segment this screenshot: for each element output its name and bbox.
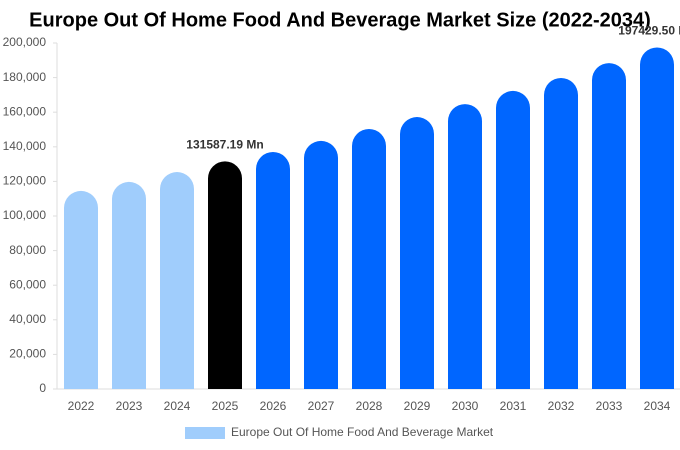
bar <box>352 128 386 389</box>
x-tick-label: 2022 <box>68 399 95 413</box>
value-label: 197429.50 Mn <box>618 24 680 38</box>
y-tick-label: 40,000 <box>9 312 46 326</box>
bar <box>112 181 146 389</box>
y-tick-label: 60,000 <box>9 277 46 291</box>
y-tick-label: 80,000 <box>9 243 46 257</box>
y-tick-label: 140,000 <box>3 139 47 153</box>
x-tick-label: 2026 <box>260 399 287 413</box>
y-tick-label: 160,000 <box>3 104 47 118</box>
x-tick-label: 2034 <box>644 399 671 413</box>
y-tick-label: 120,000 <box>3 174 47 188</box>
x-tick-label: 2024 <box>164 399 191 413</box>
y-tick-label: 100,000 <box>3 208 47 222</box>
bar <box>256 151 290 389</box>
y-tick-label: 180,000 <box>3 70 47 84</box>
bar <box>592 63 626 390</box>
bar <box>496 90 530 390</box>
bar <box>544 77 578 390</box>
bar <box>304 140 338 389</box>
bar <box>64 190 98 389</box>
bar <box>208 161 242 389</box>
y-tick-label: 20,000 <box>9 347 46 361</box>
x-tick-label: 2030 <box>452 399 479 413</box>
value-label: 131587.19 Mn <box>186 138 263 152</box>
y-tick-label: 200,000 <box>3 35 47 49</box>
x-tick-label: 2032 <box>548 399 575 413</box>
x-tick-label: 2027 <box>308 399 335 413</box>
x-tick-label: 2023 <box>116 399 143 413</box>
bar <box>400 117 434 389</box>
bar <box>448 104 482 389</box>
x-tick-label: 2029 <box>404 399 431 413</box>
bar <box>640 47 674 390</box>
x-tick-label: 2028 <box>356 399 383 413</box>
legend-label: Europe Out Of Home Food And Beverage Mar… <box>231 425 494 439</box>
bar <box>160 172 194 389</box>
x-tick-label: 2031 <box>500 399 527 413</box>
legend-swatch <box>185 427 225 439</box>
x-tick-label: 2033 <box>596 399 623 413</box>
y-tick-label: 0 <box>39 381 46 395</box>
x-tick-label: 2025 <box>212 399 239 413</box>
chart-title: Europe Out Of Home Food And Beverage Mar… <box>29 9 651 31</box>
